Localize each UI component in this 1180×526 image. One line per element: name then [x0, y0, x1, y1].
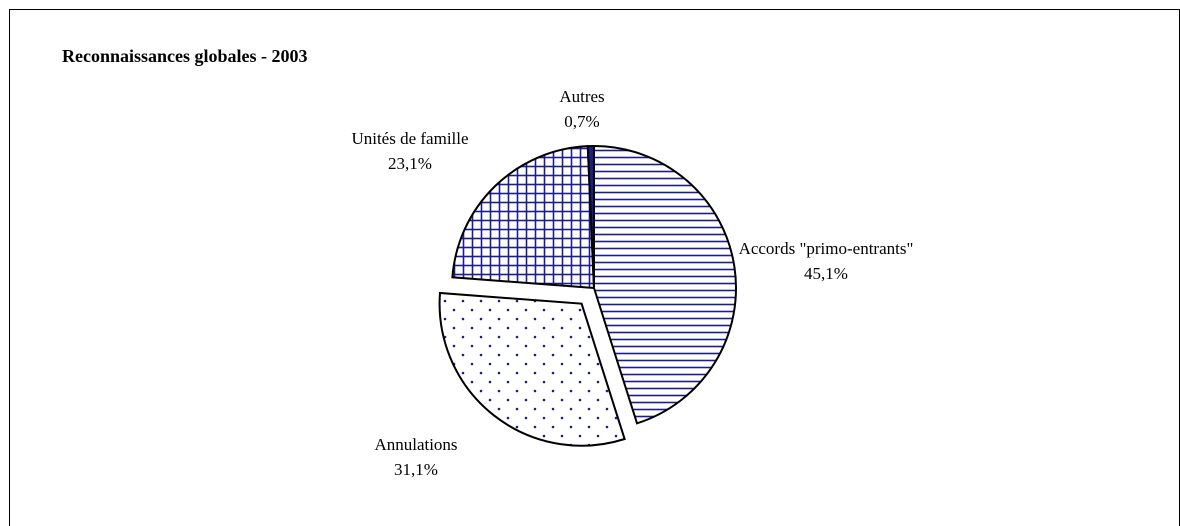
slice-label: Annulations — [374, 435, 457, 454]
slice-label: Unités de famille — [351, 129, 468, 148]
slice-value-label: 23,1% — [388, 154, 432, 173]
pie-slice — [586, 144, 595, 289]
slice-value-label: 45,1% — [804, 264, 848, 283]
slice-label: Accords "primo-entrants" — [739, 239, 914, 258]
pie-slice — [451, 145, 596, 290]
pie-slice — [593, 144, 737, 425]
chart-title: Reconnaissances globales - 2003 — [62, 46, 308, 66]
slice-value-label: 31,1% — [394, 460, 438, 479]
pie-slice — [438, 291, 626, 447]
slice-value-label: 0,7% — [564, 112, 599, 131]
slice-label: Autres — [559, 87, 604, 106]
